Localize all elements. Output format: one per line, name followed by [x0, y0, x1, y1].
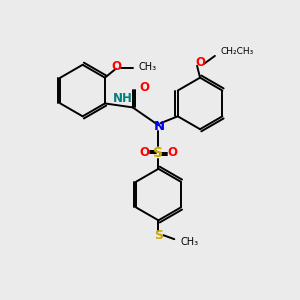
- Text: NH: NH: [113, 92, 133, 105]
- Text: CH₂CH₃: CH₂CH₃: [221, 47, 254, 56]
- Text: S: S: [153, 146, 164, 160]
- Text: N: N: [154, 120, 165, 133]
- Text: CH₃: CH₃: [139, 62, 157, 72]
- Text: O: O: [140, 146, 150, 160]
- Text: O: O: [140, 81, 150, 94]
- Text: O: O: [112, 60, 122, 73]
- Text: S: S: [154, 229, 163, 242]
- Text: O: O: [167, 146, 177, 160]
- Text: O: O: [195, 56, 205, 69]
- Text: CH₃: CH₃: [180, 237, 198, 247]
